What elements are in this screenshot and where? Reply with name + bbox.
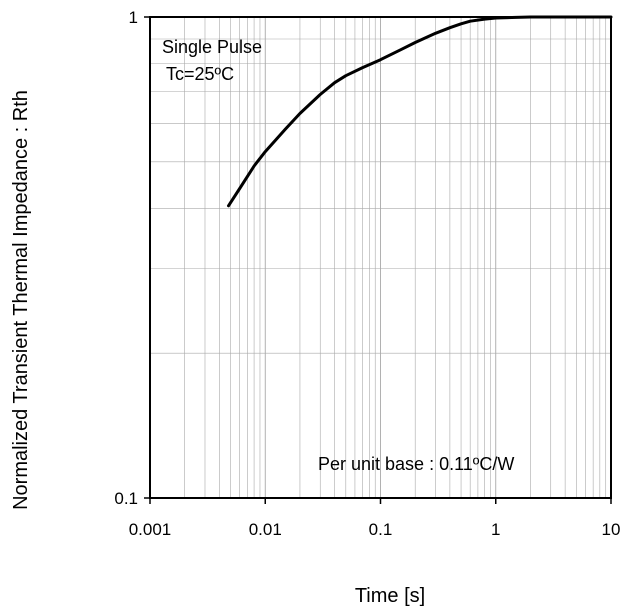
annotation-per-unit-base: Per unit base : 0.11ºC/W xyxy=(318,454,514,474)
x-axis-title: Time [s] xyxy=(355,585,425,607)
y-axis-title: Normalized Transient Thermal Impedance :… xyxy=(10,90,32,510)
y-tick-label: 1 xyxy=(129,8,138,27)
x-tick-label: 10 xyxy=(602,520,621,539)
x-tick-label: 0.001 xyxy=(129,520,172,539)
grid-lines xyxy=(150,17,611,498)
x-tick-label: 0.1 xyxy=(369,520,393,539)
annotation-tc: Tc=25ºC xyxy=(166,64,234,84)
y-tick-label: 0.1 xyxy=(114,489,138,508)
axis-ticks xyxy=(144,16,612,504)
x-tick-label: 0.01 xyxy=(249,520,282,539)
series-line xyxy=(227,15,613,208)
x-tick-label: 1 xyxy=(491,520,500,539)
tick-labels: 0.001 0.01 0.1 1 10 0.1 1 xyxy=(114,8,620,539)
annotation-single-pulse: Single Pulse xyxy=(162,37,262,57)
